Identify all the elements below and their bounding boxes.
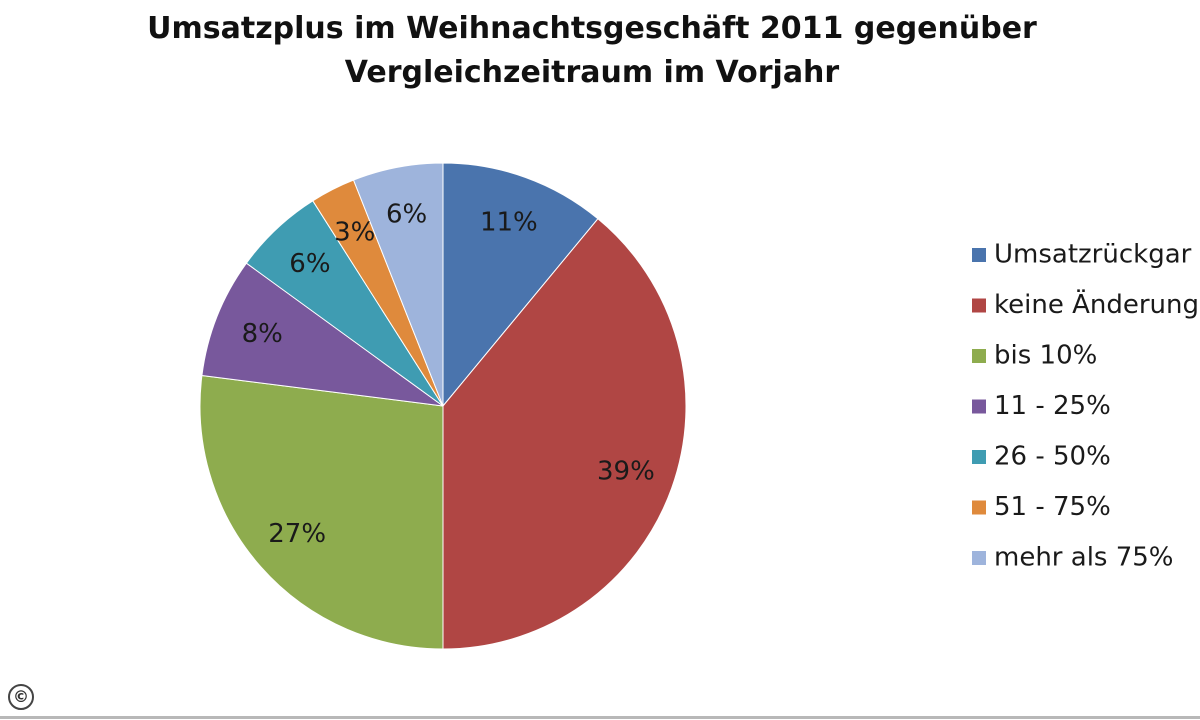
pie-slice-3 — [201, 262, 444, 407]
pie-slice-1 — [442, 218, 687, 650]
legend-label-1: keine Änderung — [994, 288, 1199, 320]
pie-value-label-6: 6% — [386, 200, 427, 230]
legend-label-2: bis 10% — [994, 341, 1097, 371]
legend-swatch-5 — [972, 500, 986, 515]
pie-slices — [199, 162, 687, 650]
pie-value-label-2: 27% — [268, 519, 326, 549]
legend-swatch-0 — [972, 248, 986, 262]
legend-swatch-3 — [972, 399, 986, 414]
chart-title-line-2: Vergleichzeitraum im Vorjahr — [345, 55, 840, 90]
copyright-icon: © — [8, 684, 34, 710]
pie-slice-0 — [442, 162, 599, 408]
bottom-divider — [0, 716, 1200, 719]
pie-value-label-0: 11% — [480, 208, 538, 238]
legend-label-6: mehr als 75% — [994, 543, 1174, 573]
pie-value-label-5: 3% — [334, 217, 375, 247]
legend-label-0: Umsatzrückgar — [994, 240, 1192, 270]
pie-value-label-1: 39% — [597, 456, 655, 486]
pie-value-label-3: 8% — [242, 319, 283, 349]
chart-title-line-1: Umsatzplus im Weihnachtsgeschäft 2011 ge… — [147, 11, 1037, 46]
legend-swatch-1 — [972, 298, 986, 313]
legend-label-3: 11 - 25% — [994, 391, 1111, 421]
pie-slice-2 — [199, 374, 444, 650]
legend-label-5: 51 - 75% — [994, 492, 1111, 522]
pie-slice-6 — [352, 162, 444, 407]
legend-swatch-2 — [972, 349, 986, 363]
legend: Umsatzrückgar keine Änderung bis 10% 11 - 2… — [972, 240, 1199, 573]
legend-swatch-4 — [972, 450, 986, 464]
legend-label-4: 26 - 50% — [994, 442, 1111, 472]
legend-swatch-6 — [972, 551, 986, 565]
pie-data-labels: 11%39%27%8%6%3%6% — [242, 200, 655, 550]
pie-value-label-4: 6% — [289, 249, 330, 279]
